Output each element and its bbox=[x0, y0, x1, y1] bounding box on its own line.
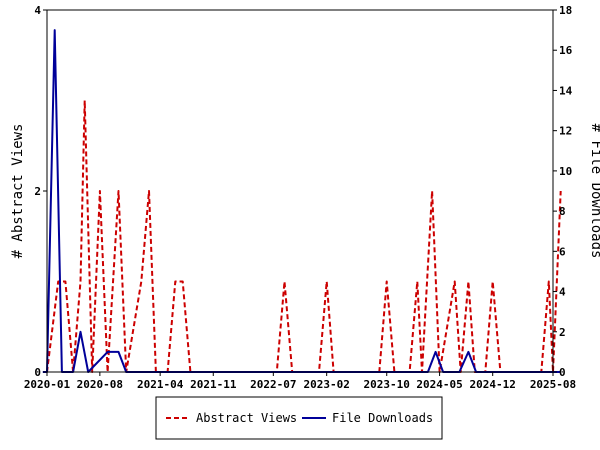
y-right-tick-label: 10 bbox=[559, 165, 572, 178]
x-tick-label: 2022-07 bbox=[250, 378, 296, 391]
axes: 0 2 4 0 2 4 6 8 10 12 14 16 18 2020-01 2020-08 2021-04 2… bbox=[24, 4, 576, 391]
x-tick-label: 2025-08 bbox=[530, 378, 576, 391]
x-tick-label: 2023-02 bbox=[303, 378, 349, 391]
x-tick-label: 2021-11 bbox=[190, 378, 237, 391]
legend-abstract-views-label: Abstract Views bbox=[196, 411, 297, 425]
series-line-file-downloads bbox=[42, 29, 561, 373]
legend-box bbox=[155, 396, 443, 440]
x-tick-label: 2020-08 bbox=[77, 378, 123, 391]
y-left-tick-label: 0 bbox=[34, 366, 41, 379]
y-right-tick-label: 8 bbox=[559, 205, 566, 218]
legend-file-downloads-label: File Downloads bbox=[332, 411, 433, 425]
y-right-tick-label: 6 bbox=[559, 245, 566, 258]
y-left-axis-title: # Abstract Views bbox=[10, 124, 26, 259]
series-line-abstract-views bbox=[46, 99, 562, 373]
plot-area bbox=[42, 29, 562, 373]
y-right-tick-label: 0 bbox=[559, 366, 566, 379]
y-right-tick-label: 2 bbox=[559, 326, 566, 339]
x-tick-label: 2023-10 bbox=[364, 378, 410, 391]
legend: Abstract Views File Downloads bbox=[155, 396, 443, 440]
x-tick-label: 2021-04 bbox=[137, 378, 184, 391]
x-tick-label: 2024-05 bbox=[416, 378, 462, 391]
y-left-tick-label: 2 bbox=[34, 185, 41, 198]
x-tick-label: 2024-12 bbox=[470, 378, 516, 391]
y-right-tick-label: 18 bbox=[559, 4, 572, 17]
y-right-tick-label: 4 bbox=[559, 286, 566, 299]
x-tick-label: 2020-01 bbox=[24, 378, 71, 391]
y-right-tick-label: 14 bbox=[559, 84, 573, 97]
y-left-tick-label: 4 bbox=[34, 4, 41, 17]
y-right-tick-label: 16 bbox=[559, 44, 573, 57]
y-right-axis-title: # File Downloads bbox=[588, 124, 600, 259]
y-right-tick-label: 12 bbox=[559, 125, 572, 138]
